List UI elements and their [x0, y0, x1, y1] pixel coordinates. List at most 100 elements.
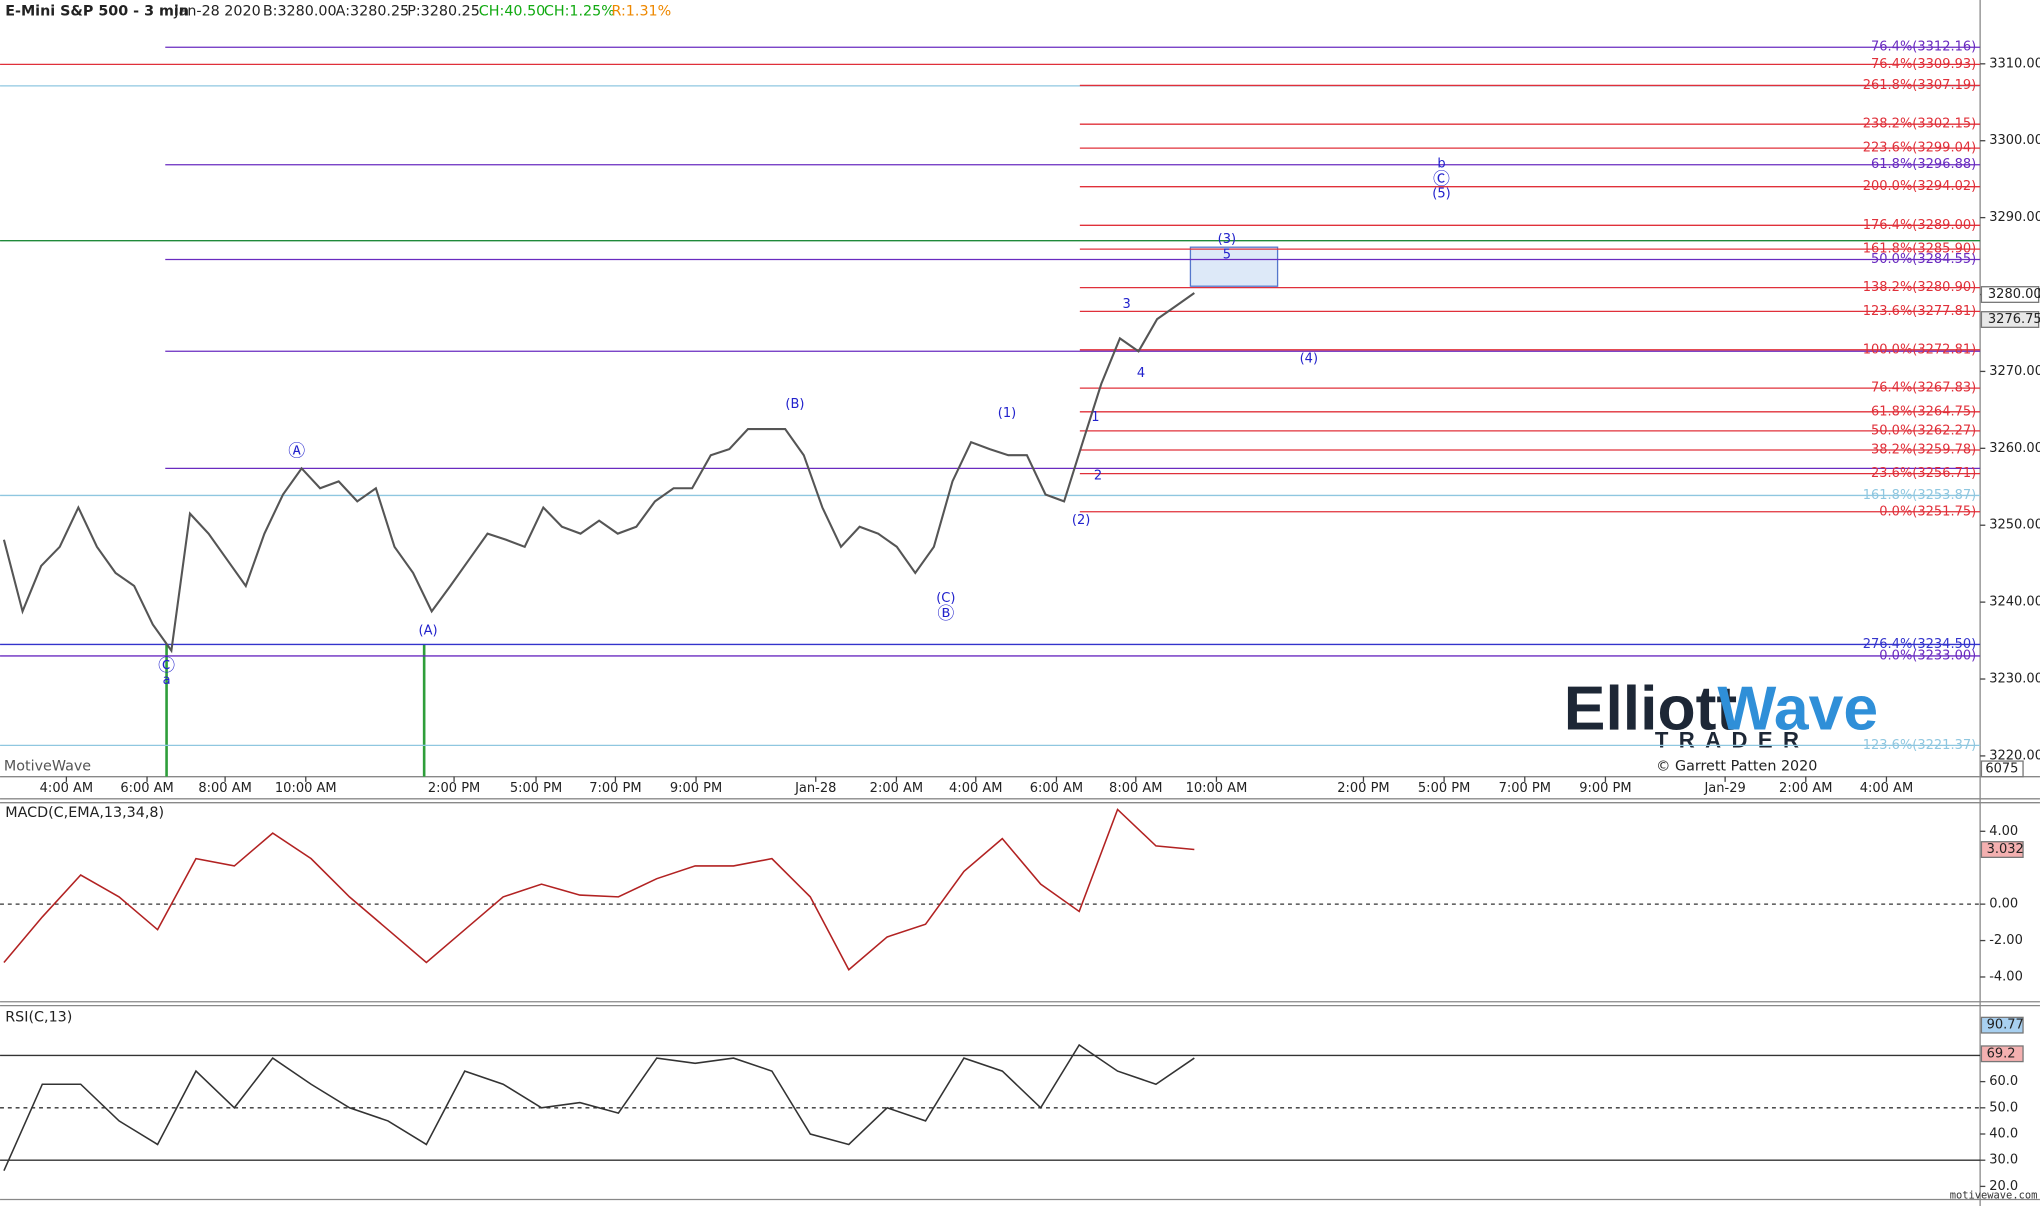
wave-label: (A) [419, 623, 438, 638]
fib-label: 238.2%(3302.15) [1863, 117, 1976, 132]
y-tick-label: 3260.00 [1989, 441, 2040, 456]
x-tick-label: 2:00 AM [1779, 781, 1832, 796]
y-tick-label: 0.00 [1989, 897, 2018, 912]
wave-label: a [163, 673, 171, 688]
wave-label: (5) [1432, 186, 1450, 201]
wave-label: Ⓑ [937, 603, 954, 623]
volume-badge [1980, 760, 2024, 778]
x-tick-label: 6:00 AM [1030, 781, 1083, 796]
x-tick-label: 2:00 AM [870, 781, 923, 796]
x-tick-label: 6:00 AM [120, 781, 173, 796]
x-tick-label: 4:00 AM [1860, 781, 1913, 796]
fib-label: 161.8%(3285.90) [1863, 242, 1976, 257]
value-badge-label: 90.77 [1987, 1018, 2024, 1033]
wave-label: (1) [998, 406, 1016, 421]
y-tick-label: 3240.00 [1989, 595, 2040, 610]
wave-label: (C) [936, 591, 955, 606]
fib-label: 38.2%(3259.78) [1871, 443, 1976, 458]
value-badge [1980, 841, 2024, 858]
x-tick-label: 7:00 PM [1499, 781, 1551, 796]
logo-text: Elliott [1564, 673, 1738, 743]
wave-label: 5 [1223, 247, 1231, 262]
y-tick-label: 3310.00 [1989, 56, 2040, 71]
wave-label: (2) [1072, 513, 1090, 528]
y-tick-label: 20.0 [1989, 1179, 2018, 1194]
fib-label: 76.4%(3309.93) [1871, 57, 1976, 72]
logo-text: Wave [1717, 673, 1878, 743]
fib-label: 0.0%(3233.00) [1879, 648, 1976, 663]
x-tick-label: 10:00 AM [275, 781, 337, 796]
series-line [2, 292, 1195, 654]
fib-label: 123.6%(3221.37) [1863, 738, 1976, 753]
wave-label: Ⓒ [1433, 169, 1450, 189]
quote-item: CH:40.50 [479, 4, 545, 20]
x-tick-label: Jan-28 [794, 781, 836, 796]
target-box [1189, 246, 1279, 287]
series-line [3, 808, 1195, 971]
value-badge-label: 3.032 [1987, 842, 2024, 857]
x-tick-label: 4:00 AM [40, 781, 93, 796]
wave-label: (4) [1300, 352, 1318, 367]
value-badge [1980, 1045, 2024, 1063]
fib-label: 50.0%(3262.27) [1871, 423, 1976, 438]
y-tick-label: -4.00 [1989, 969, 2023, 984]
y-tick-label: 3300.00 [1989, 133, 2040, 148]
wave-label: Ⓒ [158, 655, 175, 675]
panel-title: MACD(C,EMA,13,34,8) [5, 805, 164, 821]
value-badge-label: 69.2 [1987, 1046, 2016, 1061]
x-tick-label: 7:00 PM [589, 781, 641, 796]
fib-label: 50.0%(3284.55) [1871, 252, 1976, 267]
fib-label: 138.2%(3280.90) [1863, 280, 1976, 295]
quote-item: Jan-28 2020 [173, 4, 260, 20]
y-tick-label: -2.00 [1989, 933, 2023, 948]
y-tick-label: 3250.00 [1989, 518, 2040, 533]
y-tick-label: 3270.00 [1989, 364, 2040, 379]
fib-label: 200.0%(3294.02) [1863, 179, 1976, 194]
wave-label: (3) [1218, 232, 1236, 247]
fib-label: 276.4%(3234.50) [1863, 637, 1976, 652]
fib-label: 100.0%(3272.81) [1863, 342, 1976, 357]
x-tick-label: 10:00 AM [1186, 781, 1248, 796]
quote-item: CH:1.25% [544, 4, 615, 20]
quote-item: A:3280.25 [336, 4, 409, 20]
y-tick-label: 3290.00 [1989, 210, 2040, 225]
logo-subtext: TRADER [1655, 727, 1810, 752]
x-tick-label: 5:00 PM [1418, 781, 1470, 796]
y-tick-label: 3220.00 [1989, 748, 2040, 763]
series-line [3, 1043, 1195, 1172]
fib-label: 61.8%(3296.88) [1871, 157, 1976, 172]
fib-label: 176.4%(3289.00) [1863, 218, 1976, 233]
x-tick-label: 4:00 AM [949, 781, 1002, 796]
fib-label: 0.0%(3251.75) [1879, 504, 1976, 519]
quote-item: B:3280.00 [263, 4, 337, 20]
x-tick-label: 8:00 AM [1109, 781, 1162, 796]
quote-item: P:3280.25 [407, 4, 480, 20]
quote-bar: Jan-28 2020 B:3280.00 A:3280.25P:3280.25CH… [173, 4, 671, 20]
x-tick-label: 9:00 PM [670, 781, 722, 796]
wave-label: 2 [1094, 469, 1102, 484]
x-tick-label: Jan-29 [1703, 781, 1745, 796]
fib-label: 161.8%(3253.87) [1863, 488, 1976, 503]
fib-label: 76.4%(3267.83) [1871, 381, 1976, 396]
fib-label: 223.6%(3299.04) [1863, 141, 1976, 156]
fib-label: 61.8%(3264.75) [1871, 404, 1976, 419]
price-badge [1980, 311, 2040, 328]
x-tick-label: 9:00 PM [1579, 781, 1631, 796]
fib-label: 261.8%(3307.19) [1863, 78, 1976, 93]
price-badge [1980, 286, 2040, 303]
fib-label: 23.6%(3256.71) [1871, 466, 1976, 481]
panel-title: RSI(C,13) [5, 1009, 72, 1025]
y-tick-label: 3230.00 [1989, 672, 2040, 687]
wave-label: 1 [1091, 410, 1099, 425]
wave-label: b [1437, 156, 1445, 171]
y-tick-label: 30.0 [1989, 1153, 2018, 1168]
y-tick-label: 4.00 [1989, 824, 2018, 839]
wave-label: Ⓐ [288, 440, 305, 460]
x-tick-label: 2:00 PM [1337, 781, 1389, 796]
y-tick-label: 40.0 [1989, 1127, 2018, 1142]
x-tick-label: 8:00 AM [198, 781, 251, 796]
price-badge-label: 3276.75 [1988, 312, 2040, 327]
wave-label: 4 [1137, 366, 1145, 381]
